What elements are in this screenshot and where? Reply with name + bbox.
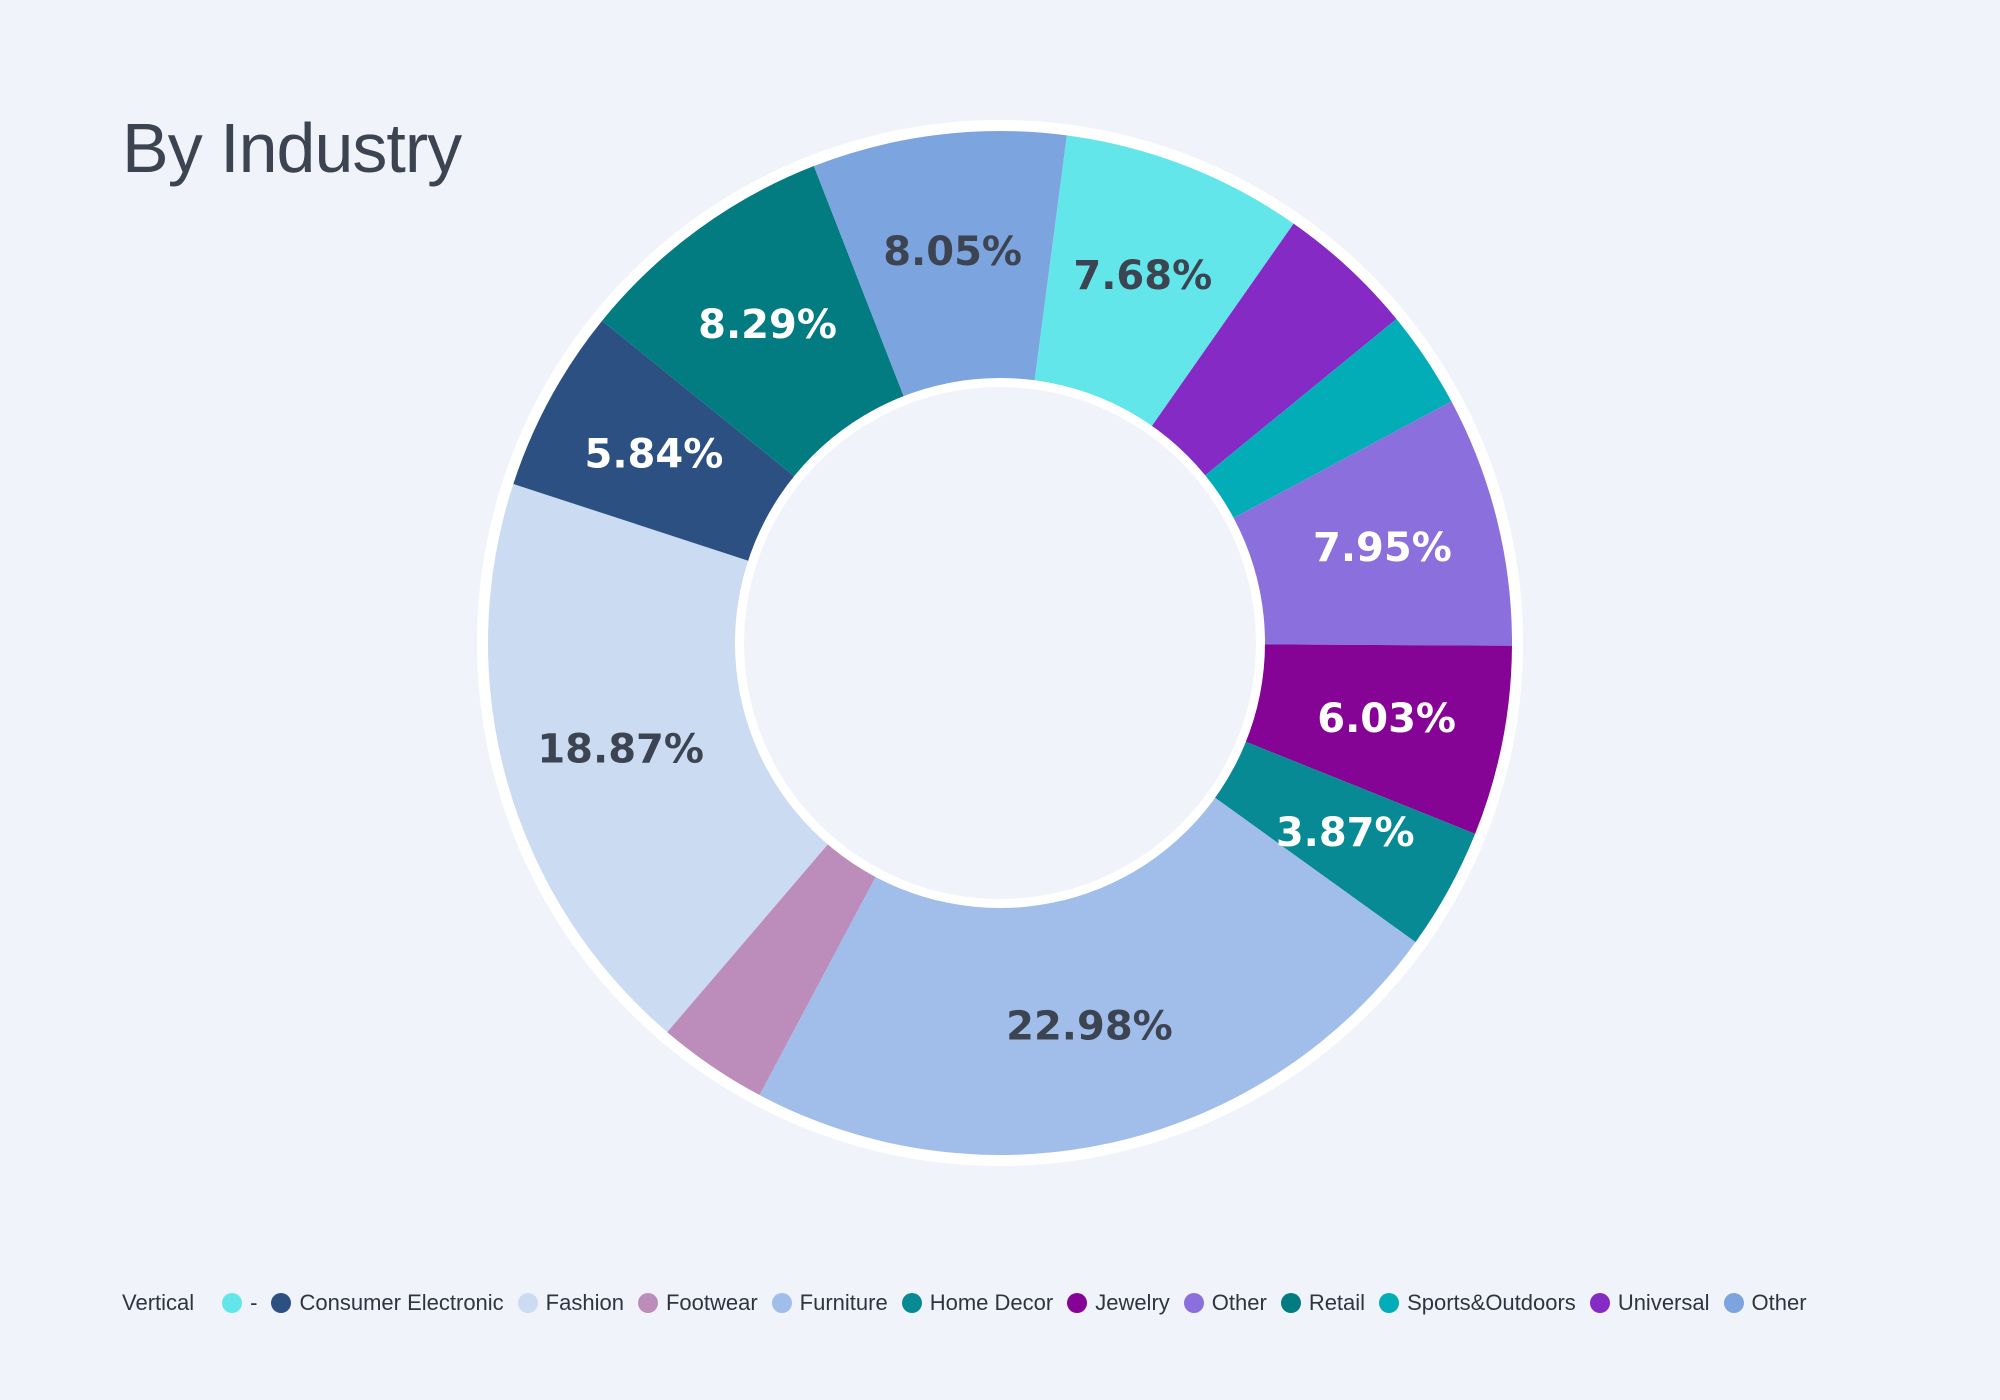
legend-title: Vertical [122, 1290, 195, 1315]
legend-swatch-icon [1589, 1293, 1610, 1313]
legend-swatch-icon [1067, 1293, 1088, 1313]
legend-label: Other [1751, 1290, 1807, 1315]
donut-slice-1[interactable] [1146, 223, 1397, 482]
slice-value-label: 8.29% [698, 302, 837, 348]
donut-hole [744, 387, 1256, 899]
legend-label: Other [1211, 1290, 1267, 1315]
donut-slice-5[interactable] [1207, 738, 1476, 943]
chart-title: By Industry [122, 109, 462, 187]
slice-value-label: 7.95% [1313, 525, 1452, 571]
legend-item-11[interactable]: Other [1723, 1290, 1807, 1316]
legend-label: Universal [1617, 1290, 1710, 1315]
legend-label: - [250, 1290, 258, 1315]
legend-label: Consumer Electronic [299, 1290, 504, 1315]
legend-label: Furniture [799, 1290, 888, 1315]
legend-item-2[interactable]: Fashion [517, 1290, 624, 1316]
legend-swatch-icon [222, 1293, 243, 1313]
legend-label: Footwear [665, 1290, 758, 1315]
legend-label: Sports&Outdoors [1407, 1290, 1576, 1315]
slice-value-label: 7.68% [1073, 253, 1212, 299]
legend-item-8[interactable]: Retail [1280, 1290, 1366, 1316]
legend-swatch-icon [1280, 1293, 1301, 1313]
legend-item-10[interactable]: Universal [1589, 1290, 1710, 1316]
legend-swatch-icon [771, 1293, 792, 1313]
legend-item-1[interactable]: Consumer Electronic [271, 1290, 504, 1316]
donut-slice-4[interactable] [1237, 644, 1512, 834]
donut-slice-0[interactable] [1033, 135, 1294, 434]
slice-value-label: 22.98% [1006, 1004, 1173, 1050]
donut-slice-7[interactable] [667, 837, 880, 1096]
slice-value-label: 8.05% [883, 229, 1022, 275]
legend-label: Jewelry [1095, 1290, 1170, 1315]
legend-item-0[interactable]: - [222, 1290, 257, 1316]
legend-swatch-icon [1183, 1293, 1204, 1313]
legend-swatch-icon [1723, 1293, 1744, 1313]
slice-value-label: 6.03% [1317, 696, 1456, 742]
slice-value-label: 3.87% [1276, 810, 1415, 856]
slice-labels: 7.68% 7.95% 6.03% 3.87% 22.98% 18.87% 5.84% 8.2… [537, 229, 1456, 1050]
legend-swatch-icon [637, 1293, 658, 1313]
legend-item-3[interactable]: Footwear [637, 1290, 758, 1316]
donut-slice-2[interactable] [1198, 319, 1452, 523]
legend-item-7[interactable]: Other [1183, 1290, 1267, 1316]
legend-label: Home Decor [929, 1290, 1054, 1315]
legend-swatch-icon [1379, 1293, 1400, 1313]
donut-slice-10[interactable] [602, 166, 907, 482]
legend: Vertical - Consumer Electronic Fashion Foot… [122, 1290, 1821, 1316]
donut-slices [487, 131, 1512, 1155]
legend-item-9[interactable]: Sports&Outdoors [1379, 1290, 1576, 1316]
slice-value-label: 5.84% [585, 432, 724, 478]
donut-slice-6[interactable] [759, 792, 1416, 1155]
donut-slice-8[interactable] [487, 483, 834, 1033]
legend-item-5[interactable]: Home Decor [901, 1290, 1054, 1316]
legend-swatch-icon [901, 1293, 922, 1313]
legend-item-4[interactable]: Furniture [771, 1290, 888, 1316]
donut-slice-3[interactable] [1225, 401, 1512, 646]
legend-item-6[interactable]: Jewelry [1067, 1290, 1170, 1316]
slice-value-label: 18.87% [537, 726, 704, 772]
legend-label: Fashion [545, 1290, 624, 1315]
donut-slice-11[interactable] [813, 131, 1067, 405]
legend-swatch-icon [517, 1293, 538, 1313]
legend-swatch-icon [271, 1293, 292, 1313]
legend-label: Retail [1308, 1290, 1366, 1315]
donut-slice-9[interactable] [513, 320, 802, 564]
